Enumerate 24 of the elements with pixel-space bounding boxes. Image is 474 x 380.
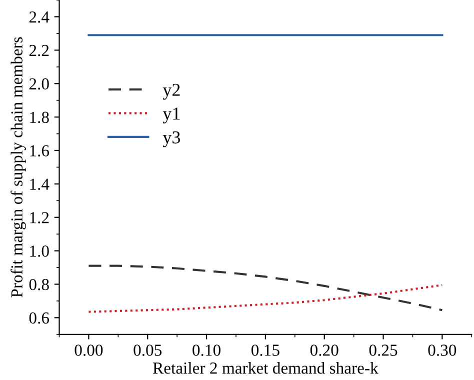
y-tick-label: 2.2	[29, 44, 49, 56]
y-tick-label: 1.2	[30, 212, 49, 224]
x-tick-label: 0.15	[251, 344, 280, 356]
x-tick-label: 0.05	[134, 344, 162, 356]
y-tick-label: 1.4	[30, 178, 50, 190]
x-tick-label: 0.20	[310, 344, 338, 356]
y-tick-label: 0.8	[29, 278, 49, 290]
x-tick-label: 0.25	[369, 344, 398, 356]
y-axis-title: Profit margin of supply chain members	[10, 37, 26, 298]
x-axis-title: Retailer 2 market demand share-k	[153, 362, 378, 374]
legend-label: y1	[162, 108, 180, 124]
legend-label: y3	[162, 131, 180, 148]
y-tick-label: 1.0	[30, 246, 49, 257]
y-tick-label: 1.8	[30, 112, 49, 124]
line-series	[88, 284, 444, 313]
y-tick-label: 2.0	[29, 78, 49, 90]
x-tick-label: 0.10	[192, 344, 220, 356]
y-tick-label: 2.4	[29, 11, 50, 23]
y-tick-label: 1.6	[30, 145, 50, 156]
y-tick-label: 0.6	[29, 312, 50, 324]
legend-label: y2	[162, 84, 180, 100]
x-tick-label: 0.00	[74, 344, 103, 356]
x-tick-label: 0.30	[428, 344, 456, 356]
line-series	[88, 264, 444, 312]
